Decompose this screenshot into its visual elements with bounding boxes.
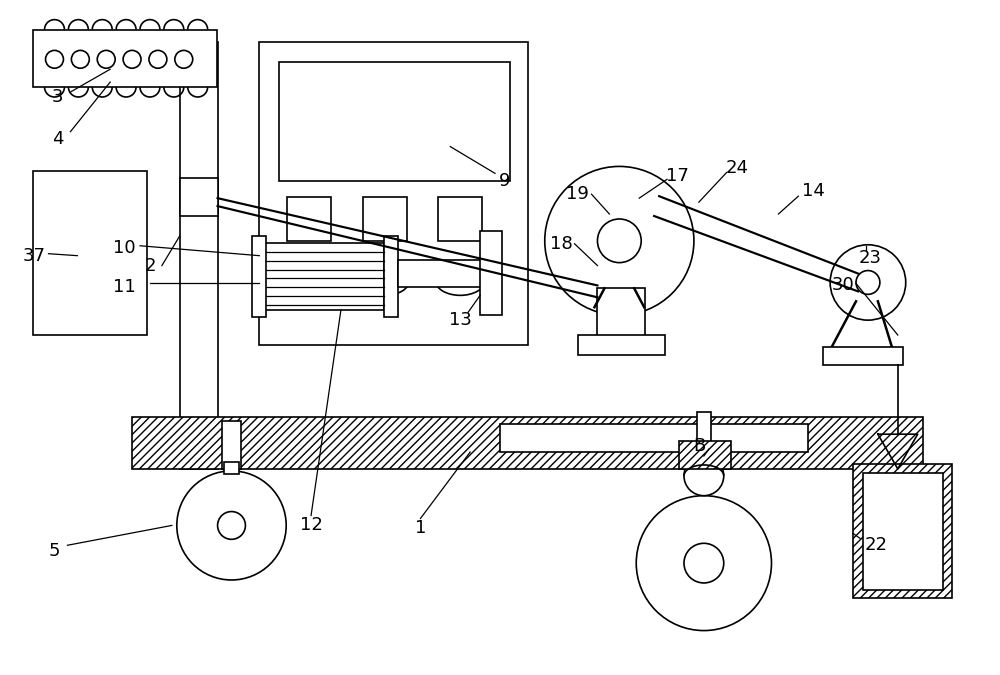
Bar xyxy=(597,288,645,340)
Bar xyxy=(33,30,217,87)
Circle shape xyxy=(636,495,771,630)
Bar xyxy=(252,236,266,317)
Bar xyxy=(287,197,331,241)
Bar xyxy=(180,178,218,216)
Text: 2: 2 xyxy=(144,256,156,275)
Text: 23: 23 xyxy=(858,248,881,267)
Text: 24: 24 xyxy=(725,159,748,178)
Text: 22: 22 xyxy=(864,536,887,554)
Ellipse shape xyxy=(284,265,334,296)
Text: 30: 30 xyxy=(832,277,854,294)
Bar xyxy=(279,62,510,182)
Text: 14: 14 xyxy=(802,182,825,200)
Bar xyxy=(823,347,903,364)
Circle shape xyxy=(830,245,906,320)
Bar xyxy=(697,412,711,456)
Text: 11: 11 xyxy=(113,278,135,296)
Circle shape xyxy=(149,51,167,68)
Bar xyxy=(363,197,407,241)
Circle shape xyxy=(684,543,724,583)
Circle shape xyxy=(597,219,641,263)
Ellipse shape xyxy=(435,265,485,296)
Bar xyxy=(853,464,952,598)
Circle shape xyxy=(175,51,193,68)
Circle shape xyxy=(46,51,63,68)
Bar xyxy=(259,243,384,310)
Bar xyxy=(863,473,943,590)
Text: 18: 18 xyxy=(550,235,573,252)
Bar xyxy=(438,197,482,241)
Text: 3: 3 xyxy=(52,88,63,106)
Text: 13: 13 xyxy=(449,311,472,329)
Text: B: B xyxy=(693,437,705,455)
Bar xyxy=(132,417,923,469)
Text: 37: 37 xyxy=(23,246,46,265)
Bar xyxy=(500,425,808,452)
Circle shape xyxy=(856,271,880,294)
Circle shape xyxy=(177,471,286,580)
Text: 19: 19 xyxy=(566,185,589,203)
Circle shape xyxy=(97,51,115,68)
Bar xyxy=(679,441,731,469)
Bar xyxy=(180,43,218,469)
Bar xyxy=(384,236,398,317)
Bar xyxy=(398,260,485,288)
Circle shape xyxy=(684,456,724,495)
Text: 9: 9 xyxy=(499,172,511,190)
Text: 1: 1 xyxy=(415,520,426,537)
Bar xyxy=(259,43,528,345)
Circle shape xyxy=(123,51,141,68)
Bar xyxy=(578,335,665,355)
Text: 17: 17 xyxy=(666,167,688,186)
Bar xyxy=(480,231,502,315)
Bar xyxy=(224,462,239,474)
Text: 12: 12 xyxy=(300,516,322,535)
Circle shape xyxy=(218,512,245,539)
Bar xyxy=(222,421,241,469)
Circle shape xyxy=(545,167,694,315)
Text: 5: 5 xyxy=(49,542,60,560)
Text: 10: 10 xyxy=(113,239,135,256)
Circle shape xyxy=(71,51,89,68)
Text: 4: 4 xyxy=(52,130,63,148)
Ellipse shape xyxy=(360,265,410,296)
Bar xyxy=(33,171,147,335)
